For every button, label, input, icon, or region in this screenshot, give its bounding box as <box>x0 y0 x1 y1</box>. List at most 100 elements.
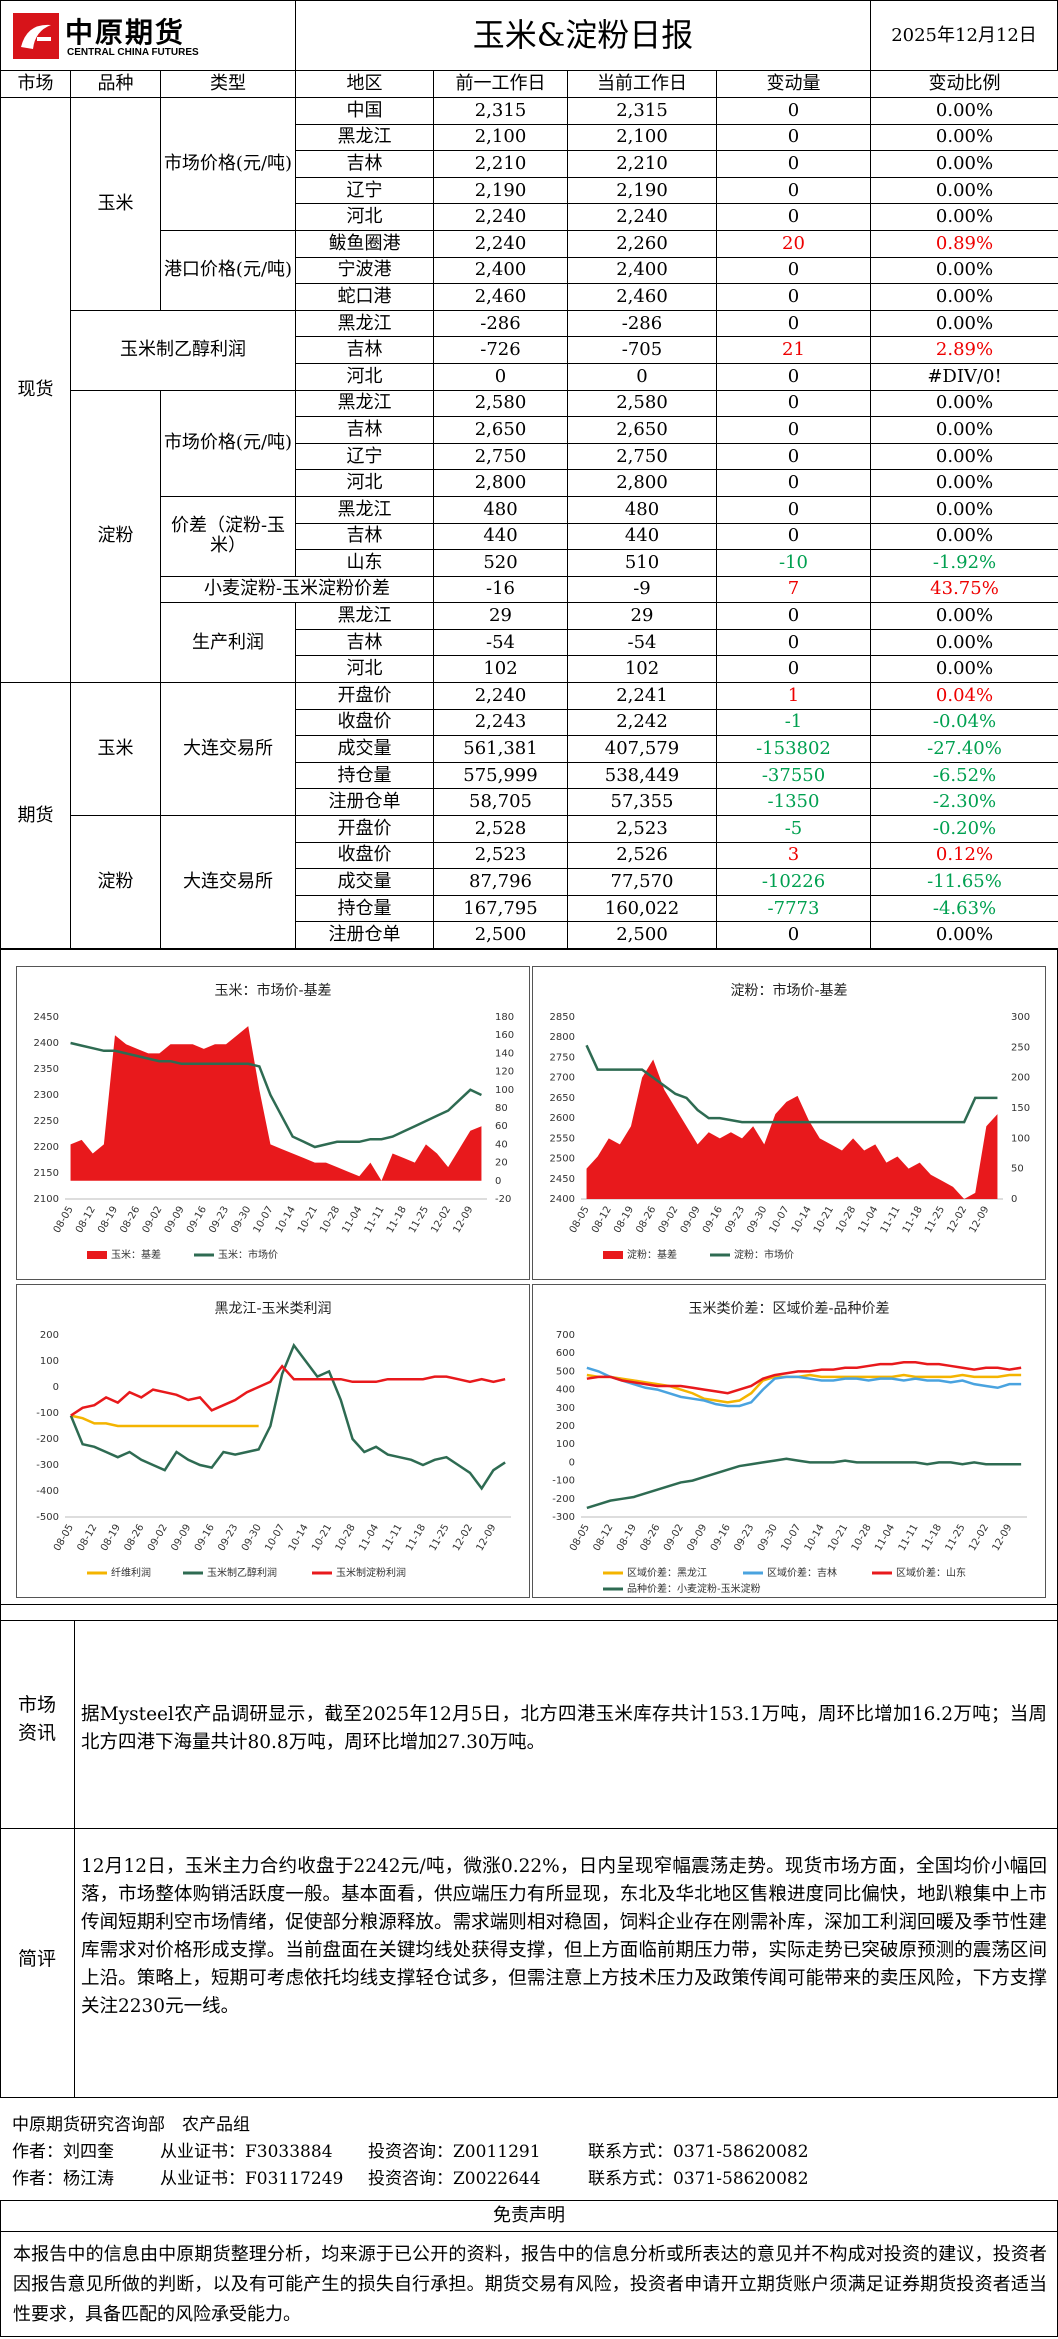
table-cell: 0.00% <box>870 176 1058 205</box>
table-cell: 0 <box>716 655 871 684</box>
author-field: 联系方式：0371-58620082 <box>588 2142 809 2162</box>
table-cell: 480 <box>567 495 717 524</box>
table-cell: 87,796 <box>433 868 568 896</box>
legend-label: 淀粉：基差 <box>627 1248 677 1261</box>
table-cell: 2,240 <box>433 682 568 710</box>
table-cell: 0.00% <box>870 602 1058 630</box>
legend-label: 玉米制乙醇利润 <box>207 1566 277 1579</box>
info-cell: 据Mysteel农产品调研显示，截至2025年12月5日，北方四港玉米库存共计1… <box>74 1620 1058 1829</box>
table-row: 生产利润 黑龙江 29 29 0 0.00% <box>1 602 1058 684</box>
table-cell: 注册仓单 <box>295 788 434 817</box>
table-cell: 黑龙江 <box>295 495 434 524</box>
legend-label: 淀粉：市场价 <box>734 1248 794 1261</box>
chart-background <box>17 967 529 1279</box>
table-row: 收盘价 2,523 2,526 3 0.12% <box>1 841 1058 870</box>
table-cell: 河北 <box>295 655 434 684</box>
y-tick-label: -100 <box>552 1476 575 1487</box>
y-tick-label: 2400 <box>550 1194 575 1205</box>
table-row: 持仓量 575,999 538,449 -37550 -6.52% <box>1 761 1058 790</box>
table-cell: 0 <box>716 123 871 152</box>
info-label: 市场资讯 <box>17 1694 56 1744</box>
table-cell: 2,240 <box>433 229 568 258</box>
info-label-cell: 市场资讯 <box>0 1620 75 1829</box>
table-cell: -54 <box>567 628 717 657</box>
table-cell: 0.00% <box>870 469 1058 497</box>
legend-label: 玉米制淀粉利润 <box>336 1566 406 1579</box>
table-cell: 0 <box>567 362 717 391</box>
table-row: 玉米制乙醇利润 黑龙江 -286 -286 0 0.00% <box>1 309 1058 391</box>
table-cell: 0 <box>716 442 871 471</box>
table-cell: 2,190 <box>567 176 717 205</box>
chart-title: 黑龙江-玉米类利润 <box>214 1301 331 1317</box>
table-row: 成交量 561,381 407,579 -153802 -27.40% <box>1 735 1058 763</box>
table-row: 河北 102 102 0 0.00% <box>1 655 1058 684</box>
column-header: 变动量 <box>716 70 871 98</box>
author-field: 投资咨询：Z0011291 <box>368 2142 541 2162</box>
table-cell: 0 <box>716 522 871 551</box>
table-cell: -7773 <box>716 894 871 923</box>
table-cell: 0.00% <box>870 416 1058 444</box>
market-cell: 期货 <box>0 682 71 949</box>
table-row: 淀粉 大连交易所 开盘价 2,528 2,523 -5 -0.20% <box>1 815 1058 949</box>
table-cell: 0 <box>716 256 871 285</box>
type-cell: 玉米制乙醇利润 <box>70 309 296 391</box>
comment-text: 12月12日，玉米主力合约收盘于2242元/吨，微涨0.22%，日内呈现窄幅震荡… <box>81 1856 1047 2017</box>
table-cell: 吉林 <box>295 416 434 444</box>
table-row: 河北 2,240 2,240 0 0.00% <box>1 203 1058 231</box>
chart-3: 黑龙江-玉米类利润-500-400-300-200-100010020008-0… <box>16 1284 530 1598</box>
table-cell: 鲅鱼圈港 <box>295 229 434 258</box>
report-date: 2025年12月12日 <box>870 0 1058 71</box>
table-cell: -286 <box>567 309 717 338</box>
dept: 中原期货研究咨询部 农产品组 <box>12 2115 250 2135</box>
table-cell: 2,528 <box>433 815 568 843</box>
table-cell: 收盘价 <box>295 708 434 737</box>
y2-tick-label: 20 <box>495 1158 508 1169</box>
table-cell: 0.00% <box>870 150 1058 178</box>
table-cell: -5 <box>716 815 871 843</box>
y-tick-label: 200 <box>40 1330 59 1341</box>
table-cell: 2.89% <box>870 336 1058 364</box>
table-row: 注册仓单 2,500 2,500 0 0.00% <box>1 921 1058 949</box>
table-cell: 0.00% <box>870 309 1058 338</box>
table-cell: 2,750 <box>567 442 717 471</box>
y-tick-label: 2600 <box>550 1113 575 1124</box>
table-cell: 0.00% <box>870 97 1058 125</box>
table-row: 现货 玉米 市场价格(元/吨) 中国 2,315 2,315 0 0.00% <box>0 96 1058 684</box>
exchange-cell: 大连交易所 <box>160 682 296 817</box>
comment-label: 简评 <box>17 1948 56 1970</box>
y2-tick-label: 80 <box>495 1103 508 1114</box>
y2-tick-label: 0 <box>1011 1194 1017 1205</box>
table-cell: 注册仓单 <box>295 921 434 949</box>
column-header: 当前工作日 <box>567 70 717 98</box>
table-row: 宁波港 2,400 2,400 0 0.00% <box>1 256 1058 285</box>
table-cell: 538,449 <box>567 761 717 790</box>
y-tick-label: 2750 <box>550 1052 575 1063</box>
market-cell: 现货 <box>0 96 71 684</box>
table-cell: 山东 <box>295 549 434 577</box>
y2-tick-label: 200 <box>1011 1073 1030 1084</box>
table-cell: 2,210 <box>433 150 568 178</box>
table-cell: 2,526 <box>567 841 717 870</box>
column-header: 前一工作日 <box>433 70 568 98</box>
legend-swatch <box>603 1251 623 1259</box>
table-cell: 29 <box>567 602 717 630</box>
table-cell: 吉林 <box>295 336 434 364</box>
disclaimer-text: 本报告中的信息由中原期货整理分析，均来源于已公开的资料，报告中的信息分析或所表达… <box>13 2244 1047 2325</box>
exchange-cell: 大连交易所 <box>160 815 296 949</box>
y-tick-label: -500 <box>36 1512 59 1523</box>
table-cell: -27.40% <box>870 735 1058 763</box>
table-cell: 0.00% <box>870 921 1058 949</box>
y-tick-label: 0 <box>53 1382 59 1393</box>
table-cell: 520 <box>433 549 568 577</box>
y-tick-label: 100 <box>40 1356 59 1367</box>
table-cell: 0 <box>716 602 871 630</box>
y-tick-label: 2400 <box>34 1038 59 1049</box>
table-cell: 2,523 <box>433 841 568 870</box>
table-row: 注册仓单 58,705 57,355 -1350 -2.30% <box>1 788 1058 817</box>
y2-tick-label: 180 <box>495 1012 514 1023</box>
table-cell: 575,999 <box>433 761 568 790</box>
table-cell: 2,650 <box>567 416 717 444</box>
table-cell: 2,260 <box>567 229 717 258</box>
legend-label: 玉米：市场价 <box>218 1248 278 1261</box>
